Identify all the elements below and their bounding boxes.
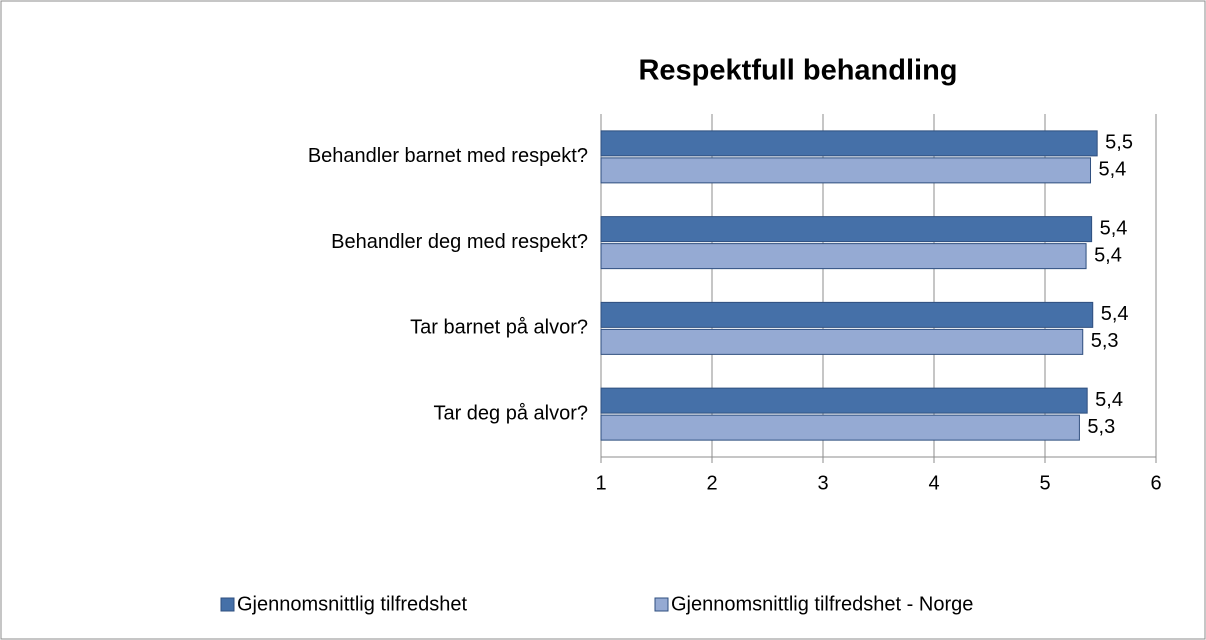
bar [600, 414, 1080, 441]
value-label: 5,4 [1099, 159, 1127, 181]
bar [600, 328, 1084, 355]
x-tick-label: 3 [817, 472, 828, 494]
value-label: 5,4 [1101, 303, 1129, 325]
value-label: 5,4 [1095, 389, 1123, 411]
y-tick-label: Tar deg på alvor? [433, 402, 588, 424]
legend-label: Gjennomsnittlig tilfredshet [237, 593, 468, 615]
x-tick-label: 2 [706, 472, 717, 494]
value-label: 5,5 [1105, 132, 1133, 154]
chart-title: Respektfull behandling [638, 55, 957, 87]
legend-swatch [220, 597, 235, 612]
y-tick-label: Tar barnet på alvor? [410, 317, 588, 339]
bar [600, 157, 1092, 184]
value-label: 5,4 [1100, 217, 1128, 239]
legend-swatch [654, 597, 669, 612]
x-tick-label: 6 [1150, 472, 1161, 494]
y-tick-label: Behandler barnet med respekt? [308, 145, 588, 167]
legend-label: Gjennomsnittlig tilfredshet - Norge [671, 593, 973, 615]
bar [600, 387, 1088, 414]
x-tick-label: 5 [1039, 472, 1050, 494]
x-tick-label: 4 [928, 472, 939, 494]
value-label: 5,3 [1091, 330, 1119, 352]
bar [600, 216, 1093, 243]
bar [600, 130, 1098, 157]
value-label: 5,3 [1087, 416, 1115, 438]
y-tick-label: Behandler deg med respekt? [331, 231, 588, 253]
bar [600, 301, 1094, 328]
value-label: 5,4 [1094, 244, 1122, 266]
bar [600, 243, 1087, 270]
x-tick-label: 1 [595, 472, 606, 494]
